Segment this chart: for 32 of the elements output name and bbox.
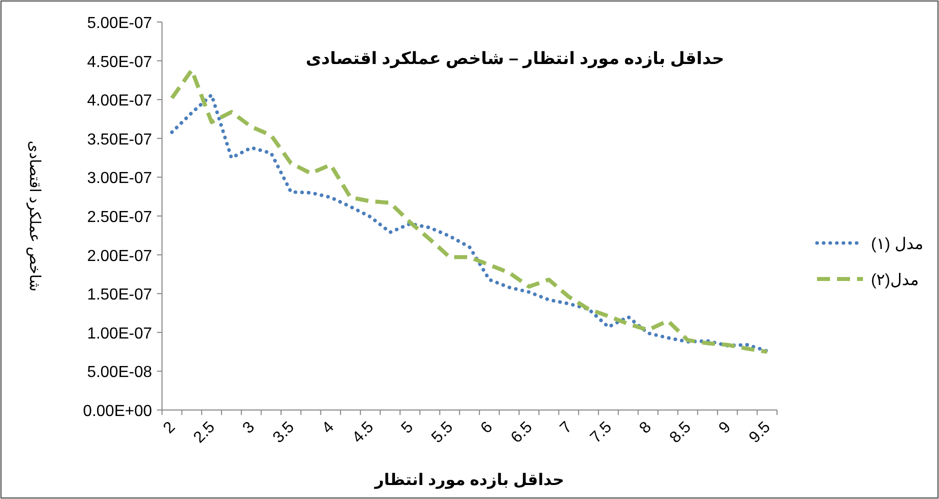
y-tick-label: 3.50E-07 bbox=[87, 131, 152, 148]
y-tick-label: 1.00E-07 bbox=[87, 325, 152, 342]
x-tick-label: 3 bbox=[240, 418, 258, 438]
y-tick-label: 0.00E+00 bbox=[83, 403, 152, 420]
x-tick-label: 9 bbox=[716, 418, 734, 438]
y-tick-label: 4.50E-07 bbox=[87, 54, 152, 71]
text: حداقل بازده مورد انتظار – شاخص عملکرد اقتصادی bbox=[306, 49, 724, 69]
x-tick-label: 8.5 bbox=[666, 418, 695, 447]
x-tick-label: 9.5 bbox=[746, 418, 774, 447]
y-tick-label: 2.50E-07 bbox=[87, 209, 152, 226]
x-tick-label: 5.5 bbox=[428, 418, 457, 447]
legend-label: مدل(۲) bbox=[871, 272, 919, 289]
x-tick-label: 4 bbox=[319, 418, 338, 438]
y-tick-label: 5.00E-08 bbox=[87, 364, 152, 382]
x-tick-label: 2.5 bbox=[190, 418, 218, 447]
x-tick-label: 2 bbox=[160, 418, 179, 438]
x-tick-label: 6 bbox=[478, 418, 496, 438]
y-tick-label: 5.00E-07 bbox=[87, 15, 152, 32]
y-tick-label: 2.00E-07 bbox=[87, 248, 152, 265]
y-tick-label: 1.50E-07 bbox=[87, 286, 152, 304]
y-axis-title: شاخص عملکرد اقتصادی bbox=[26, 140, 43, 292]
x-axis-title: حداقل بازده مورد انتظار bbox=[374, 472, 564, 489]
x-tick-label: 4.5 bbox=[349, 418, 378, 447]
x-tick-label: 6.5 bbox=[508, 418, 536, 447]
legend-label: مدل (۱) bbox=[871, 236, 924, 253]
x-tick-label: 8 bbox=[636, 418, 655, 438]
x-tick-label: 3.5 bbox=[270, 418, 298, 447]
x-tick-label: 7.5 bbox=[587, 418, 616, 447]
y-tick-label: 3.00E-07 bbox=[87, 170, 152, 188]
x-tick-label: 5 bbox=[398, 418, 417, 438]
x-tick-label: 7 bbox=[557, 418, 576, 438]
y-tick-label: 4.00E-07 bbox=[87, 92, 152, 110]
